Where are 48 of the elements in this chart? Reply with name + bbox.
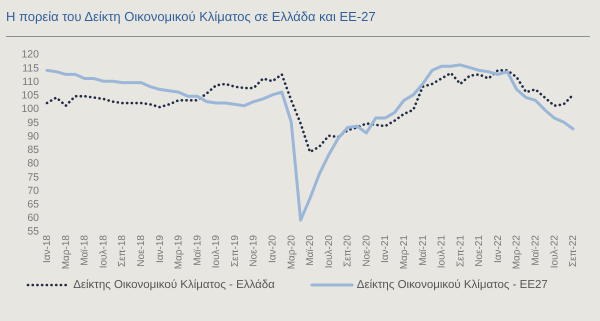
x-tick-label: Νοε-19 bbox=[248, 234, 260, 267]
x-tick-label: Μαϊ-19 bbox=[192, 234, 204, 266]
x-tick-label: Σεπ-21 bbox=[455, 234, 466, 267]
x-tick-label: Ιουλ-21 bbox=[436, 234, 448, 268]
x-tick-label: Ιουλ-22 bbox=[549, 234, 560, 268]
y-tick-label: 110 bbox=[22, 76, 40, 88]
x-tick-label: Μαρ-20 bbox=[286, 234, 298, 270]
x-tick-label: Σεπ-18 bbox=[117, 234, 128, 267]
y-tick-label: 80 bbox=[27, 158, 40, 170]
line-series bbox=[46, 63, 574, 222]
x-tick-label: Μαϊ-22 bbox=[530, 234, 542, 266]
y-tick-label: 115 bbox=[22, 62, 40, 74]
y-tick-label: 60 bbox=[27, 212, 40, 224]
y-tick-label: 55 bbox=[27, 226, 40, 238]
x-tick-label: Μαρ-19 bbox=[174, 234, 185, 270]
x-tick-label: Μαϊ-20 bbox=[305, 234, 316, 266]
y-tick-label: 75 bbox=[27, 171, 40, 184]
x-tick-label: Ιαν-20 bbox=[268, 234, 279, 264]
y-tick-label: 120 bbox=[21, 48, 40, 61]
x-tick-label: Ιουλ-19 bbox=[211, 234, 222, 268]
x-tick-label: Μαρ-18 bbox=[60, 234, 72, 270]
x-tick-label: Σεπ-22 bbox=[568, 234, 580, 267]
x-tick-label: Ιουλ-18 bbox=[98, 234, 110, 268]
x-tick-label: Μαρ-22 bbox=[512, 234, 523, 270]
x-tick-label: Ιαν-22 bbox=[492, 234, 504, 264]
legend-label: Δείκτης Οικονομικού Κλίματος - ΕΕ27 bbox=[356, 279, 548, 291]
x-tick-label: Μαρ-21 bbox=[399, 234, 410, 270]
x-tick-label: Νοε-20 bbox=[361, 234, 372, 267]
x-tick-label: Ιουλ-20 bbox=[324, 234, 335, 268]
x-tick-label: Σεπ-19 bbox=[230, 234, 241, 267]
chart-title: Η πορεία του Δείκτη Οικονομικού Κλίματος σε Ελλάδα και ΕΕ-27 bbox=[6, 9, 376, 24]
y-tick-label: 65 bbox=[27, 198, 40, 210]
y-tick-label: 85 bbox=[27, 144, 40, 156]
x-tick-label: Νοε-18 bbox=[136, 234, 148, 267]
x-tick-label: Σεπ-20 bbox=[342, 234, 354, 267]
x-tick-label: Μαϊ-18 bbox=[80, 234, 91, 266]
legend-label: Δείκτης Οικονομικού Κλίματος - Ελλάδα bbox=[73, 279, 275, 291]
x-tick-label: Μαϊ-21 bbox=[418, 234, 429, 266]
x-tick-label: Ιαν-21 bbox=[380, 234, 392, 264]
x-tick-label: Ιαν-18 bbox=[42, 234, 54, 264]
x-tick-label: Νοε-21 bbox=[474, 234, 486, 267]
y-tick-label: 100 bbox=[21, 103, 40, 116]
y-tick-label: 95 bbox=[27, 116, 40, 129]
line-series bbox=[46, 69, 574, 154]
x-tick-label: Ιαν-19 bbox=[154, 234, 166, 264]
y-tick-label: 90 bbox=[27, 130, 40, 142]
y-tick-label: 70 bbox=[27, 184, 40, 197]
y-tick-label: 105 bbox=[21, 90, 40, 102]
